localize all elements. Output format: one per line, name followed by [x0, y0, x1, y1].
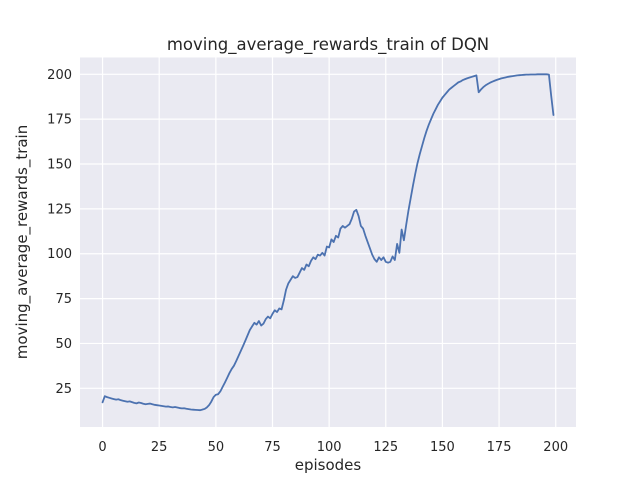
y-tick-label: 150	[47, 158, 72, 173]
y-tick-label: 175	[47, 113, 72, 128]
x-tick-labels: 0 25 50 75 100 125 150 175 200	[98, 440, 568, 455]
x-axis-label: episodes	[295, 456, 362, 474]
x-tick-label: 25	[151, 440, 168, 455]
plot-area	[80, 57, 576, 427]
x-tick-label: 75	[264, 440, 281, 455]
y-tick-label: 125	[47, 202, 72, 217]
x-tick-label: 0	[98, 440, 106, 455]
y-tick-label: 200	[47, 68, 72, 83]
y-tick-label: 50	[55, 337, 72, 352]
x-tick-label: 175	[487, 440, 512, 455]
y-axis-label: moving_average_rewards_train	[13, 125, 32, 359]
line-series	[101, 73, 555, 412]
y-tick-label: 25	[55, 382, 72, 397]
y-tick-labels: 25 50 75 100 125 150 175 200	[47, 68, 72, 397]
y-tick-label: 75	[55, 292, 72, 307]
x-tick-label: 200	[543, 440, 568, 455]
x-tick-label: 125	[373, 440, 398, 455]
x-tick-label: 150	[430, 440, 455, 455]
chart-title: moving_average_rewards_train of DQN	[167, 35, 489, 55]
y-tick-label: 100	[47, 247, 72, 262]
x-tick-label: 100	[317, 440, 342, 455]
x-tick-label: 50	[208, 440, 225, 455]
grid-lines	[80, 57, 576, 427]
